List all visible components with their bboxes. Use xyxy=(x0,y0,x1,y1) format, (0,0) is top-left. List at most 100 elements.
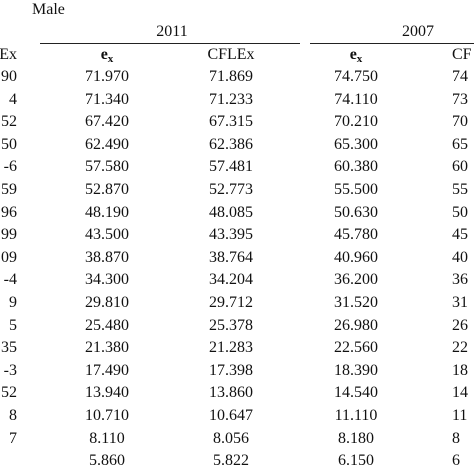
table-cell: 50 xyxy=(452,203,468,221)
table-cell: 5.860 xyxy=(89,452,125,470)
table-cell: 74.110 xyxy=(334,90,378,108)
table-cell: 48.085 xyxy=(209,203,253,221)
table-cell: 65 xyxy=(452,135,468,153)
table-cell: 71.233 xyxy=(209,90,253,108)
table-cell: 5 xyxy=(9,316,17,334)
table-cell: 25.378 xyxy=(209,316,253,334)
table-cell: 17.398 xyxy=(209,361,253,379)
table-cell: 67.315 xyxy=(209,113,253,131)
group-label: Male xyxy=(32,1,65,18)
table-cell: 13.860 xyxy=(209,384,253,402)
table-cell: 50.630 xyxy=(334,203,378,221)
table-cell: 21.380 xyxy=(85,339,129,357)
table-cell: 8 xyxy=(9,407,17,424)
table-cell: 45 xyxy=(452,226,468,244)
table-cell: 17.490 xyxy=(85,361,129,379)
table-cell: 31 xyxy=(452,294,468,311)
table-cell: 10.647 xyxy=(209,407,253,424)
column-header: ex xyxy=(100,46,114,65)
table-cell: 70.210 xyxy=(334,113,378,131)
table-cell: 8 xyxy=(452,429,460,447)
table-cell: 52 xyxy=(1,113,17,131)
column-header: Ex xyxy=(0,46,17,63)
table-cell: 38.764 xyxy=(209,248,253,266)
table-cell: 14 xyxy=(452,384,468,402)
table-cell: 8.180 xyxy=(338,429,374,447)
table-cell: 65.300 xyxy=(334,135,378,153)
table-cell: 71.970 xyxy=(85,68,129,85)
table-cell: 73 xyxy=(452,90,468,108)
year-header: 2011 xyxy=(156,23,188,40)
table-cell: -4 xyxy=(3,271,17,289)
table-cell: 38.870 xyxy=(85,248,129,266)
table-cell: -3 xyxy=(3,361,17,379)
table-cell: 50 xyxy=(1,135,17,153)
table-cell: 40.960 xyxy=(334,248,378,266)
table-cell: 62.490 xyxy=(85,135,129,153)
table-cell: 29.810 xyxy=(85,294,129,311)
table-cell: 11 xyxy=(452,407,468,424)
table-cell: 6 xyxy=(452,452,460,470)
table-cell: 6.150 xyxy=(338,452,374,470)
table-cell: 43.395 xyxy=(209,226,253,244)
table-cell: 99 xyxy=(1,226,17,244)
header-main: e xyxy=(349,46,357,63)
table-cell: 55 xyxy=(452,181,468,198)
table-cell: 67.420 xyxy=(85,113,129,131)
table-cell: -6 xyxy=(3,158,17,176)
rule xyxy=(310,43,474,44)
table-cell: 25.480 xyxy=(85,316,129,334)
header-sub: x xyxy=(107,53,114,65)
table-cell: 90 xyxy=(1,68,17,85)
table-cell: 45.780 xyxy=(334,226,378,244)
table-cell: 70 xyxy=(452,113,468,131)
table-cell: 22 xyxy=(452,339,468,357)
table-cell: 8.056 xyxy=(213,429,249,447)
table-cell: 71.869 xyxy=(209,68,253,85)
table-cell: 74.750 xyxy=(334,68,378,85)
table-cell: 71.340 xyxy=(85,90,129,108)
table-cell: 43.500 xyxy=(85,226,129,244)
table-cell: 10.710 xyxy=(85,407,129,424)
table-cell: 21.283 xyxy=(209,339,253,357)
table-cell: 34.204 xyxy=(209,271,253,289)
table-cell: 14.540 xyxy=(334,384,378,402)
table-cell: 60.380 xyxy=(334,158,378,176)
header-main: e xyxy=(100,46,108,63)
table-cell: 96 xyxy=(1,203,17,221)
table-cell: 13.940 xyxy=(85,384,129,402)
column-header: CF xyxy=(452,46,472,63)
table-cell: 9 xyxy=(9,294,17,311)
rule xyxy=(40,43,300,44)
table-cell: 36.200 xyxy=(334,271,378,289)
table-cell: 18 xyxy=(452,361,468,379)
table-cell: 59 xyxy=(1,181,17,198)
table-cell: 40 xyxy=(452,248,468,266)
table-cell: 57.580 xyxy=(85,158,129,176)
table-cell: 74 xyxy=(452,68,468,85)
column-header: ex xyxy=(349,46,363,65)
table-cell: 4 xyxy=(9,90,17,108)
table-cell: 5.822 xyxy=(213,452,249,470)
year-header: 2007 xyxy=(402,23,434,40)
table-cell: 22.560 xyxy=(334,339,378,357)
table-cell: 36 xyxy=(452,271,468,289)
table-cell: 52.870 xyxy=(85,181,129,198)
table-cell: 60 xyxy=(452,158,468,176)
table-cell: 35 xyxy=(1,339,17,357)
table-cell: 62.386 xyxy=(209,135,253,153)
table-cell: 48.190 xyxy=(85,203,129,221)
table-cell: 7 xyxy=(9,429,17,447)
table-cell: 34.300 xyxy=(85,271,129,289)
table-cell: 09 xyxy=(1,248,17,266)
table-cell: 55.500 xyxy=(334,181,378,198)
table-cell: 31.520 xyxy=(334,294,378,311)
header-sub: x xyxy=(356,53,363,65)
column-header: CFLEx xyxy=(207,46,255,63)
table-cell: 52.773 xyxy=(209,181,253,198)
table-cell: 29.712 xyxy=(209,294,253,311)
table-cell: 57.481 xyxy=(209,158,253,176)
table-cell: 11.110 xyxy=(334,407,378,424)
table-cell: 26 xyxy=(452,316,468,334)
